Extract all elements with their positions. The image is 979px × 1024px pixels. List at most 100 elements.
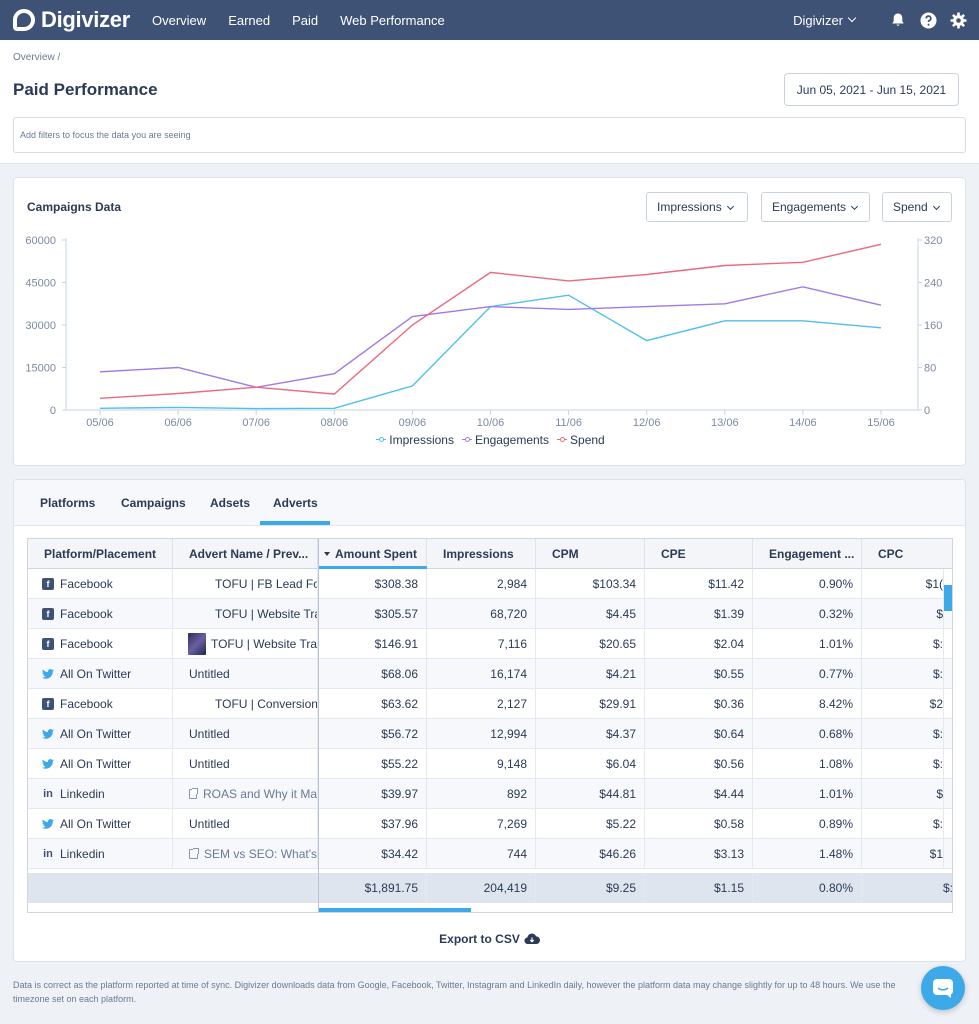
table-row[interactable]: in Linkedin SEM vs SEO: What's $34.42 744 $46… bbox=[28, 839, 952, 869]
adverts-grid: Platform/Placement Advert Name / Prev...… bbox=[27, 538, 953, 913]
cell-cpc: $: bbox=[862, 809, 944, 838]
nav-link-paid[interactable]: Paid bbox=[292, 12, 319, 28]
advert-name-label: Untitled bbox=[189, 756, 230, 771]
advert-name-label: TOFU | FB Lead Fo bbox=[215, 576, 318, 591]
external-link-icon[interactable] bbox=[189, 787, 198, 799]
col-engagement-rate[interactable]: Engagement ... bbox=[753, 539, 862, 569]
cell-advert-name[interactable]: Untitled bbox=[173, 659, 318, 688]
col-amount-spent[interactable]: Amount Spent bbox=[318, 539, 427, 569]
table-row[interactable]: All On Twitter Untitled $68.06 16,174 $4.21 $… bbox=[28, 659, 952, 689]
cell-advert-name[interactable]: ROAS and Why it Ma bbox=[173, 779, 318, 808]
engagements-metric-button[interactable]: Engagements bbox=[761, 192, 870, 222]
cell-advert-name[interactable]: TOFU | Conversion bbox=[173, 689, 318, 718]
y-right-tick-label: 240 bbox=[924, 278, 942, 290]
x-tick-label: 12/06 bbox=[633, 417, 661, 429]
table-row[interactable]: f Facebook TOFU | FB Lead Fo $308.38 2,984 $1… bbox=[28, 569, 952, 599]
col-cpc[interactable]: CPC bbox=[862, 539, 952, 569]
legend-spend[interactable]: Spend bbox=[557, 433, 605, 447]
twitter-icon bbox=[42, 818, 54, 830]
filter-input[interactable]: Add filters to focus the data you are se… bbox=[13, 117, 966, 153]
cell-cpm: $4.37 bbox=[536, 719, 645, 748]
cell-cpm: $5.22 bbox=[536, 809, 645, 838]
nav-links: Overview Earned Paid Web Performance bbox=[152, 13, 467, 28]
col-advert-name[interactable]: Advert Name / Prev... bbox=[173, 539, 318, 569]
breadcrumb[interactable]: Overview / bbox=[13, 52, 61, 63]
table-row[interactable]: All On Twitter Untitled $55.22 9,148 $6.04 $0… bbox=[28, 749, 952, 779]
spend-metric-button[interactable]: Spend bbox=[882, 192, 952, 222]
nav-link-overview[interactable]: Overview bbox=[152, 12, 207, 28]
vertical-scrollbar[interactable] bbox=[944, 585, 952, 611]
table-row[interactable]: f Facebook TOFU | Website Tra $146.91 7,116 $… bbox=[28, 629, 952, 659]
table-row[interactable]: All On Twitter Untitled $56.72 12,994 $4.37 $… bbox=[28, 719, 952, 749]
horizontal-scrollbar[interactable] bbox=[319, 908, 471, 912]
col-cpe[interactable]: CPE bbox=[645, 539, 753, 569]
cell-eng: 0.68% bbox=[753, 719, 862, 748]
table-row[interactable]: All On Twitter Untitled $37.96 7,269 $5.22 $0… bbox=[28, 809, 952, 839]
col-amount-spent-label: Amount Spent bbox=[335, 547, 417, 561]
tab-platforms[interactable]: Platforms bbox=[40, 496, 96, 510]
cell-cpm: $4.21 bbox=[536, 659, 645, 688]
cell-advert-name[interactable]: TOFU | Website Tra bbox=[173, 599, 318, 628]
chart-legend: Impressions Engagements Spend bbox=[14, 433, 967, 447]
brand-logo[interactable]: Digivizer bbox=[13, 7, 130, 33]
advert-name-label: TOFU | Website Tra bbox=[215, 606, 318, 621]
advert-name-label: Untitled bbox=[189, 666, 230, 681]
table-row[interactable]: f Facebook TOFU | Website Tra $305.57 68,720… bbox=[28, 599, 952, 629]
tab-campaigns[interactable]: Campaigns bbox=[121, 496, 186, 510]
legend-engagements[interactable]: Engagements bbox=[461, 433, 550, 447]
advert-name-label: TOFU | Conversion bbox=[215, 696, 318, 711]
export-csv-button[interactable]: Export to CSV bbox=[14, 932, 965, 946]
chat-button[interactable] bbox=[921, 966, 965, 1010]
advert-thumbnail[interactable] bbox=[188, 632, 206, 655]
table-tabs: Platforms Campaigns Adsets Adverts bbox=[14, 480, 965, 526]
cell-advert-name[interactable]: TOFU | Website Tra bbox=[173, 629, 318, 658]
tab-adsets[interactable]: Adsets bbox=[210, 496, 251, 510]
cell-advert-name[interactable]: TOFU | FB Lead Fo bbox=[173, 569, 318, 598]
y-left-tick-label: 60000 bbox=[25, 235, 56, 247]
cell-advert-name[interactable]: Untitled bbox=[173, 809, 318, 838]
nav-link-earned[interactable]: Earned bbox=[228, 12, 271, 28]
cell-spent: $37.96 bbox=[318, 809, 427, 838]
total-spent: $1,891.75 bbox=[318, 873, 427, 902]
account-switcher[interactable]: Digivizer bbox=[793, 13, 857, 28]
x-tick-label: 14/06 bbox=[789, 417, 817, 429]
nav-link-web-performance[interactable]: Web Performance bbox=[340, 12, 445, 28]
export-csv-label: Export to CSV bbox=[439, 932, 520, 946]
platform-label: Facebook bbox=[60, 696, 113, 711]
help-icon[interactable] bbox=[919, 11, 937, 29]
legend-impressions[interactable]: Impressions bbox=[376, 433, 454, 447]
cell-advert-name[interactable]: Untitled bbox=[173, 719, 318, 748]
cell-cpm: $29.91 bbox=[536, 689, 645, 718]
cell-spent: $34.42 bbox=[318, 839, 427, 868]
impressions-metric-button[interactable]: Impressions bbox=[646, 192, 748, 222]
cell-spent: $55.22 bbox=[318, 749, 427, 778]
legend-engagements-label: Engagements bbox=[474, 433, 550, 447]
active-tab-indicator bbox=[260, 521, 330, 525]
cell-advert-name[interactable]: Untitled bbox=[173, 749, 318, 778]
data-disclaimer: Data is correct as the platform reported… bbox=[13, 980, 896, 1004]
cell-cpm: $46.26 bbox=[536, 839, 645, 868]
date-range-button[interactable]: Jun 05, 2021 - Jun 15, 2021 bbox=[784, 73, 959, 106]
campaigns-line-chart: 60000 45000 30000 15000 0 320 240 160 80 0 05/06 06… bbox=[25, 235, 942, 429]
col-cpm[interactable]: CPM bbox=[536, 539, 645, 569]
cell-platform: in Linkedin bbox=[28, 839, 173, 868]
platform-label: Facebook bbox=[60, 636, 113, 651]
col-impressions[interactable]: Impressions bbox=[427, 539, 536, 569]
cell-platform: All On Twitter bbox=[28, 749, 173, 778]
cell-eng: 1.48% bbox=[753, 839, 862, 868]
total-engagement-rate: 0.80% bbox=[753, 873, 862, 902]
x-tick-label: 13/06 bbox=[711, 417, 739, 429]
cell-cpc: $1 bbox=[862, 839, 944, 868]
tab-adverts[interactable]: Adverts bbox=[273, 496, 318, 510]
gear-icon[interactable] bbox=[949, 11, 967, 29]
table-row[interactable]: in Linkedin ROAS and Why it Ma $39.97 892 $44… bbox=[28, 779, 952, 809]
cell-advert-name[interactable]: SEM vs SEO: What's bbox=[173, 839, 318, 868]
y-left-tick-label: 30000 bbox=[25, 320, 56, 332]
bell-icon[interactable] bbox=[889, 11, 907, 29]
table-row[interactable]: f Facebook TOFU | Conversion $63.62 2,127 $29… bbox=[28, 689, 952, 719]
cell-spent: $305.57 bbox=[318, 599, 427, 628]
col-platform[interactable]: Platform/Placement bbox=[28, 539, 173, 569]
linkedin-icon: in bbox=[43, 787, 53, 800]
cell-platform: f Facebook bbox=[28, 689, 173, 718]
external-link-icon[interactable] bbox=[189, 847, 200, 859]
